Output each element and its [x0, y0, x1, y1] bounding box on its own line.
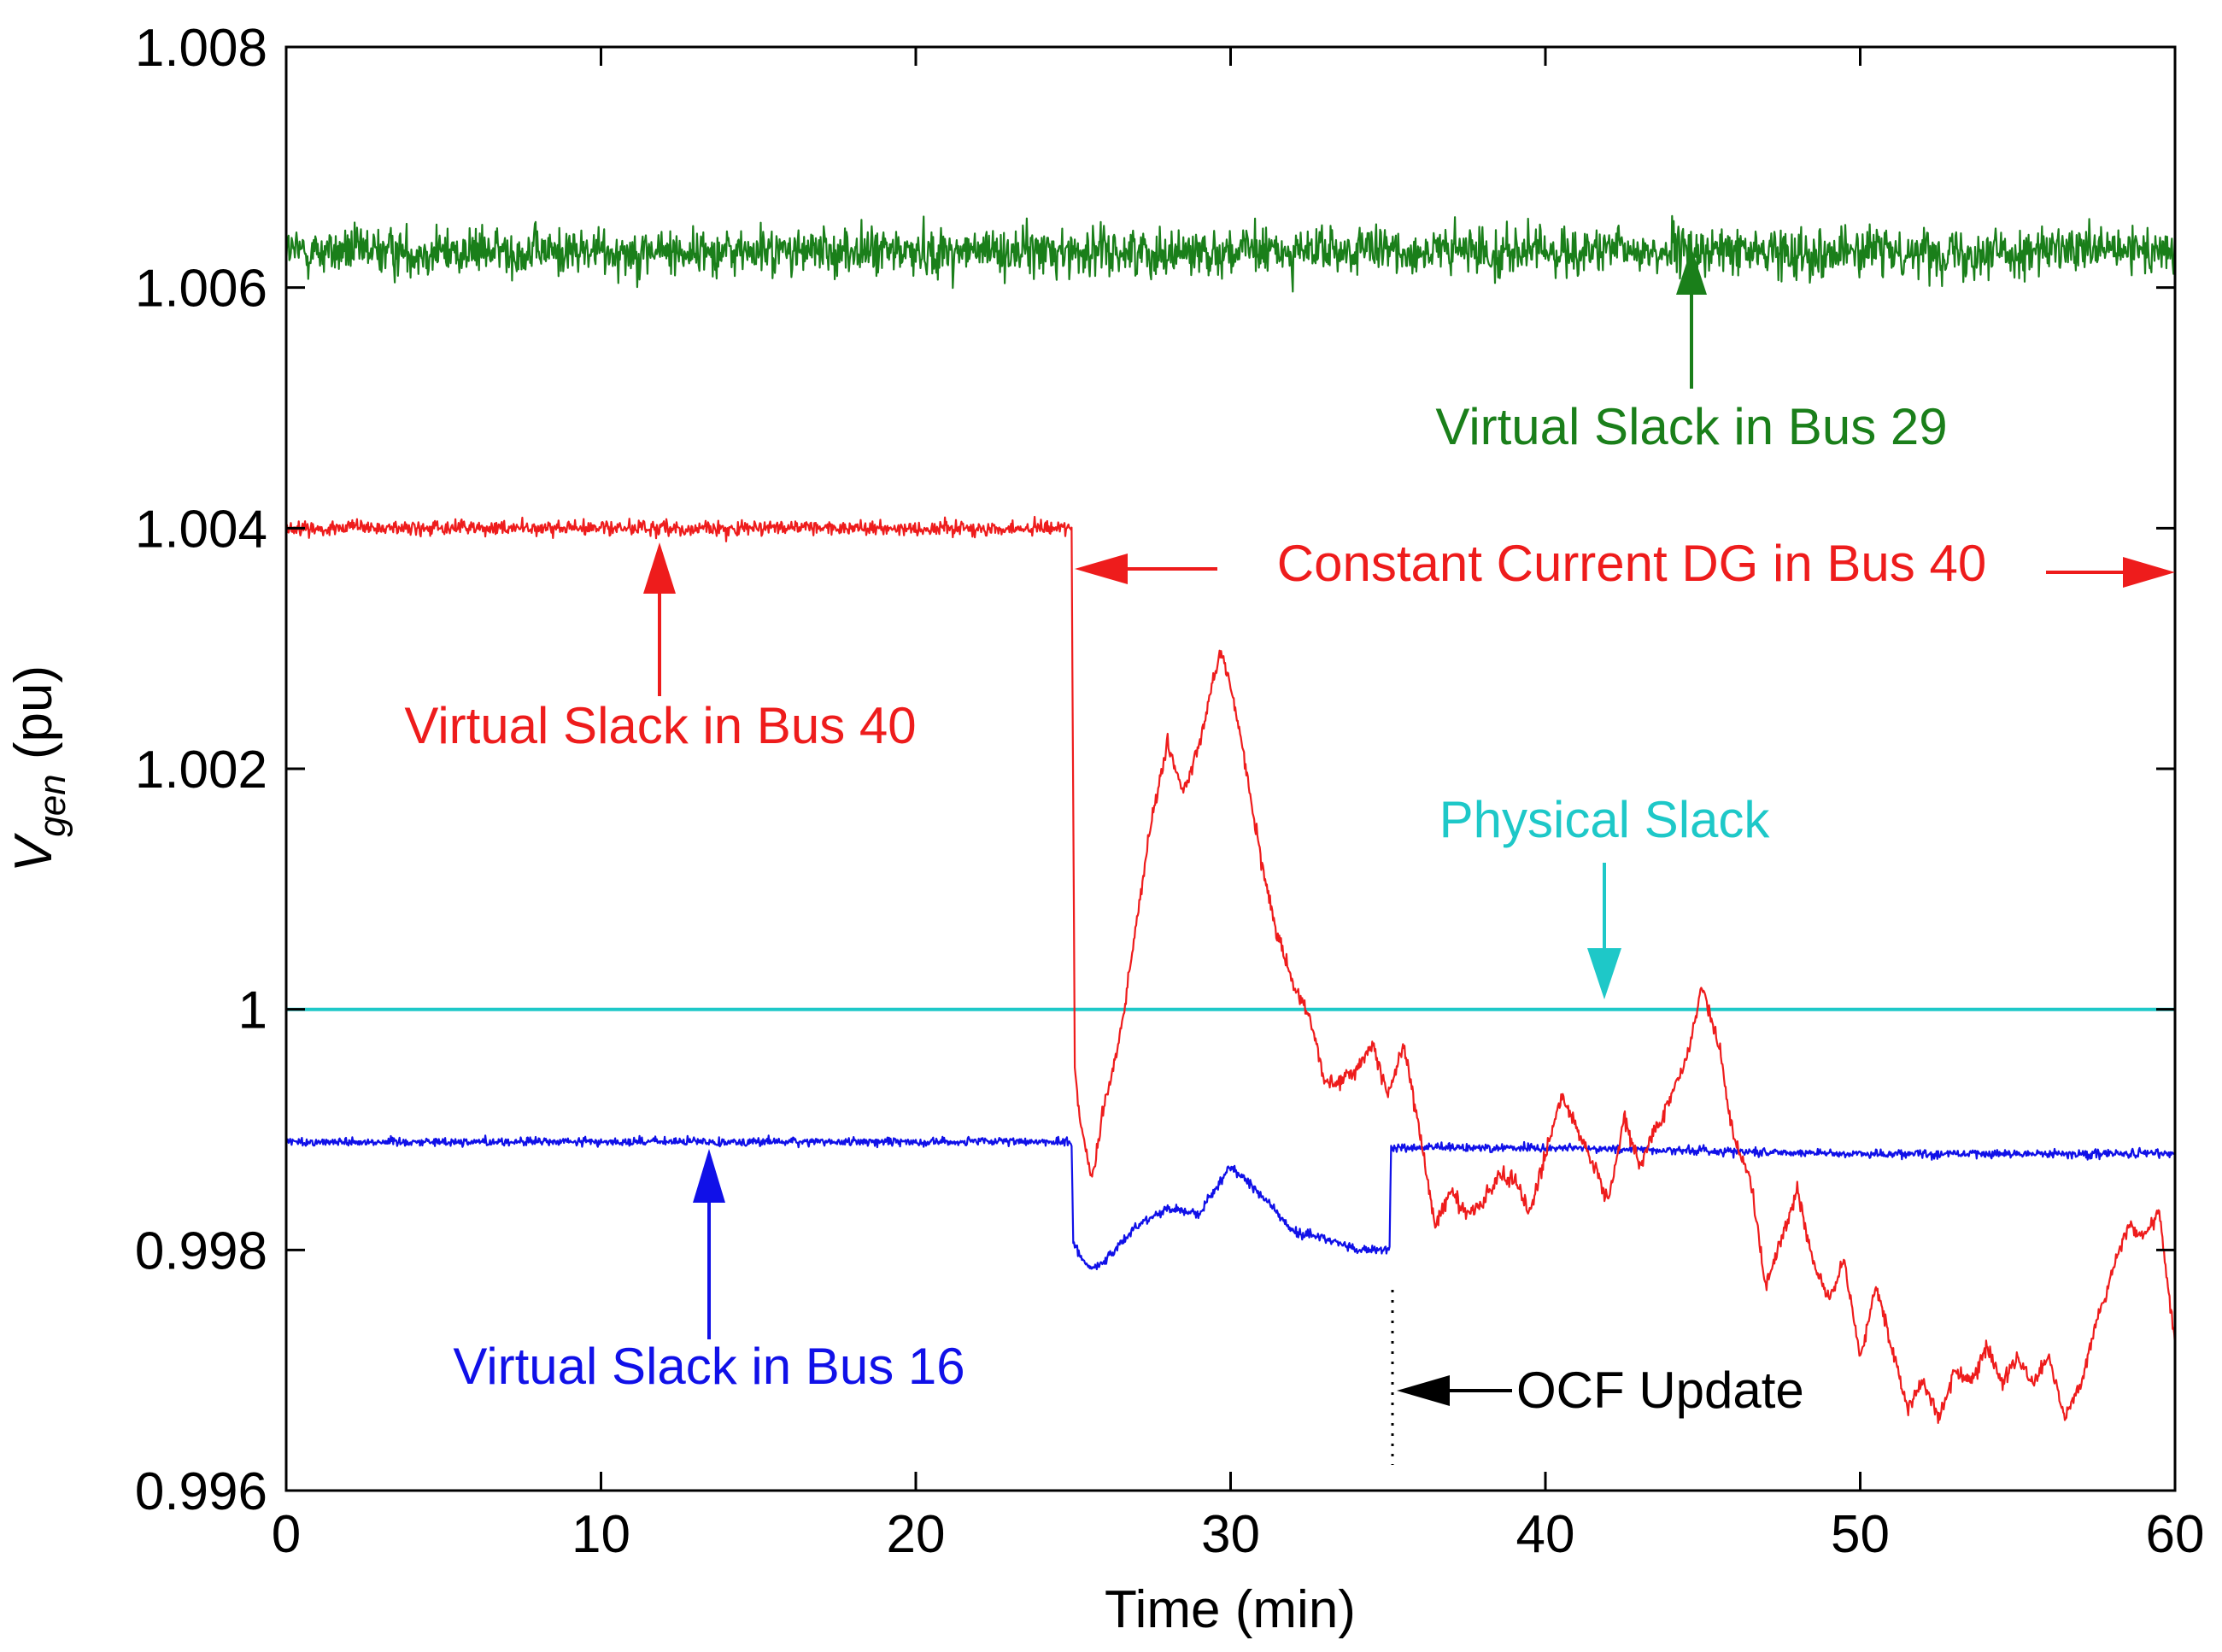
arrow-ocf-update: [1397, 1375, 1512, 1406]
y-tick-label: 1: [238, 981, 267, 1040]
y-tick-label: 1.008: [135, 19, 267, 78]
series-line-virtual-slack-in-bus-16: [284, 1134, 2177, 1270]
y-tick-label: 0.998: [135, 1221, 267, 1280]
axis-ticks: 0 10 20 30 40 50 60 0.996 0.998 1 1.002 1.004 1.006 1…: [135, 19, 2205, 1564]
y-tick-label: 1.006: [135, 260, 267, 319]
y-tick-label: 1.004: [135, 500, 267, 559]
x-tick-label: 0: [272, 1505, 301, 1564]
svg-text:Vgen (pu): Vgen (pu): [4, 665, 73, 872]
annotation-bus29: Virtual Slack in Bus 29: [1435, 398, 1947, 455]
series-layer: [284, 214, 2177, 1424]
y-axis-title: Vgen (pu): [4, 665, 73, 872]
y-axis-title-sub: gen: [32, 774, 73, 836]
x-tick-label: 30: [1201, 1505, 1260, 1564]
annotation-constant-current: Constant Current DG in Bus 40: [1277, 535, 1986, 592]
x-tick-label: 20: [887, 1505, 946, 1564]
y-axis-title-unit: (pu): [4, 665, 63, 774]
arrow-bus16: [693, 1149, 725, 1339]
annotation-bus40: Virtual Slack in Bus 40: [404, 697, 916, 754]
y-tick-label: 0.996: [135, 1462, 267, 1521]
x-axis-title: Time (min): [1105, 1580, 1356, 1639]
annotation-ocf-update: OCF Update: [1516, 1362, 1804, 1419]
arrow-bus40: [643, 542, 676, 696]
annotation-bus16: Virtual Slack in Bus 16: [453, 1338, 964, 1395]
x-tick-label: 60: [2146, 1505, 2205, 1564]
x-tick-label: 50: [1831, 1505, 1890, 1564]
arrow-physical-slack: [1587, 863, 1621, 999]
x-tick-label: 10: [572, 1505, 630, 1564]
series-line-constant-current-dg-in-bus-40: [284, 515, 2177, 1424]
y-tick-label: 1.002: [135, 741, 267, 800]
arrow-constant-current-left: [1075, 554, 1217, 584]
y-axis-title-main: V: [4, 832, 63, 872]
arrow-bus29: [1676, 248, 1707, 389]
x-tick-label: 40: [1516, 1505, 1575, 1564]
annotation-physical-slack: Physical Slack: [1439, 791, 1771, 848]
series-line-virtual-slack-in-bus-29: [284, 214, 2177, 293]
arrow-constant-current-right: [2046, 557, 2175, 588]
